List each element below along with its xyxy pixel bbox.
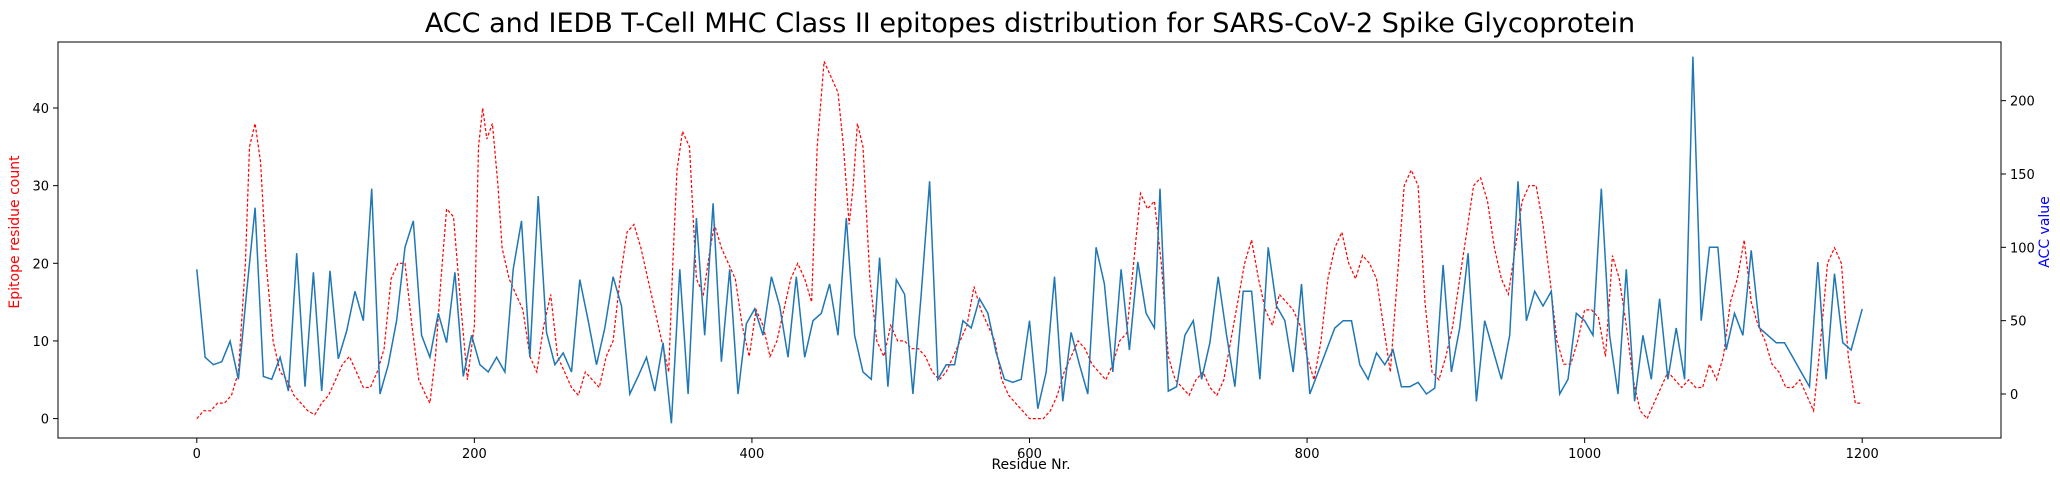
x-axis-label: Residue Nr.	[991, 457, 1070, 473]
y-left-tick-label: 30	[32, 180, 49, 195]
chart-title: ACC and IEDB T-Cell MHC Class II epitope…	[425, 8, 1635, 39]
y-axis-right-label: ACC value	[2037, 196, 2053, 268]
x-tick-label: 1200	[1846, 447, 1879, 462]
epitope-count-line	[196, 61, 1863, 420]
x-tick-label: 200	[462, 447, 487, 462]
y-right-tick-label: 100	[2010, 241, 2035, 256]
x-tick-label: 400	[740, 447, 765, 462]
acc-value-line	[196, 56, 1863, 424]
x-tick-label: 1000	[1568, 447, 1601, 462]
y-left-tick-label: 20	[32, 257, 49, 272]
y-right-tick-label: 200	[2010, 95, 2035, 110]
y-right-tick-label: 150	[2010, 168, 2035, 183]
y-right-tick-label: 0	[2010, 388, 2018, 403]
y-right-tick-label: 50	[2010, 315, 2027, 330]
y-left-tick-label: 10	[32, 335, 49, 350]
y-left-tick-label: 0	[41, 413, 49, 428]
x-tick-label: 0	[193, 447, 201, 462]
plot-area: 0 200 400 600 800 1000 12000102030400501001502…	[32, 41, 2035, 462]
x-tick-label: 600	[1017, 447, 1042, 462]
x-tick-label: 800	[1295, 447, 1320, 462]
y-axis-left-label: Epitope residue count	[7, 155, 23, 309]
y-left-tick-label: 40	[32, 102, 49, 117]
plot-frame	[57, 41, 2002, 439]
